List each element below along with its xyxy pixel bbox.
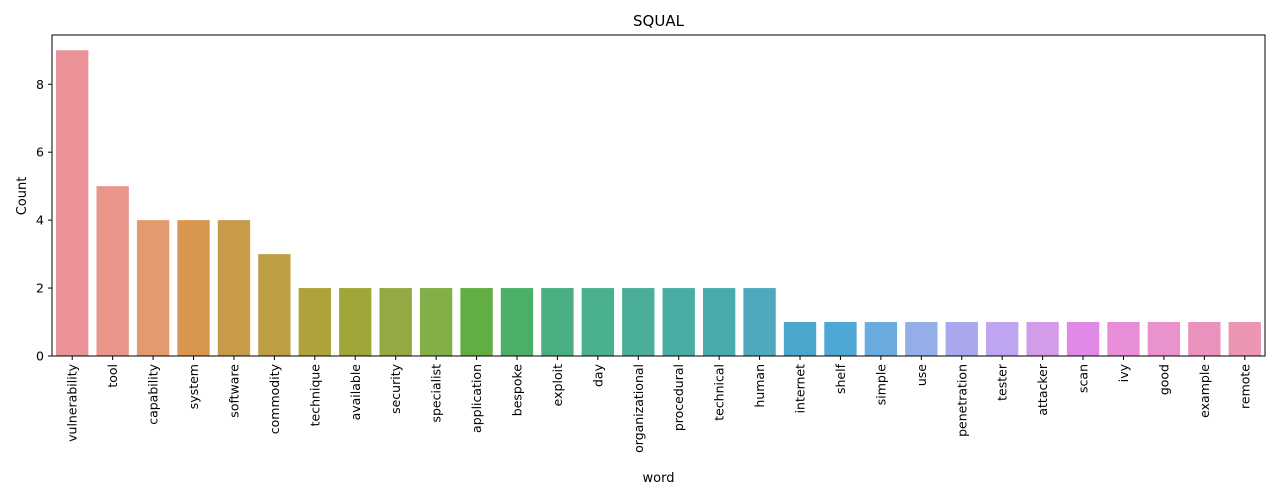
x-tick-label: application <box>469 364 484 433</box>
x-tick-label: commodity <box>267 363 282 434</box>
bar-available <box>339 288 372 356</box>
bar-exploit <box>541 288 574 356</box>
bar-procedural <box>662 288 695 356</box>
x-tick-label: tool <box>105 364 120 388</box>
x-tick-label: human <box>752 364 767 408</box>
x-tick-label: day <box>590 363 605 387</box>
bars-group <box>56 50 1261 356</box>
bar-use <box>905 322 938 356</box>
x-tick-label: tester <box>995 363 1010 401</box>
x-tick-label: specialist <box>429 364 444 423</box>
plot-frame <box>51 34 1266 357</box>
y-tick-label: 6 <box>36 145 44 160</box>
bar-technical <box>702 288 736 356</box>
x-tick-label: ivy <box>1116 363 1131 382</box>
x-tick-label: technique <box>307 364 322 427</box>
x-tick-label: internet <box>793 364 808 414</box>
bar-specialist <box>419 288 453 356</box>
bar-vulnerability <box>56 50 89 356</box>
x-tick-label: bespoke <box>509 364 524 417</box>
bar-technique <box>298 288 331 356</box>
y-axis-label: Count <box>15 177 30 216</box>
x-tick-label: example <box>1197 364 1212 418</box>
x-tick-label: technical <box>712 364 727 421</box>
x-tick-label: exploit <box>550 364 565 406</box>
y-tick-label: 4 <box>36 213 44 228</box>
bar-tester <box>986 322 1019 356</box>
x-tick-label: penetration <box>954 364 969 437</box>
bar-human <box>743 288 776 356</box>
bar-simple <box>864 322 898 356</box>
y-tick-label: 0 <box>36 349 44 364</box>
bar-commodity <box>258 254 291 356</box>
bar-good <box>1147 322 1181 356</box>
bar-penetration <box>945 322 978 356</box>
x-tick-label: security <box>388 363 403 414</box>
bar-shelf <box>824 322 857 356</box>
bar-internet <box>783 322 817 356</box>
x-axis-ticks: vulnerability tool capability system softwar… <box>65 356 1252 453</box>
y-tick-label: 2 <box>36 281 44 296</box>
chart-title: SQUAL <box>633 12 685 30</box>
bar-capability <box>136 220 170 356</box>
x-axis-label: word <box>643 471 675 486</box>
bar-security <box>379 288 412 356</box>
x-tick-label: organizational <box>631 364 646 453</box>
x-tick-label: vulnerability <box>65 363 80 441</box>
bar-day <box>581 288 615 356</box>
bar-scan <box>1066 322 1100 356</box>
x-tick-label: procedural <box>671 364 686 431</box>
x-tick-label: available <box>348 364 363 421</box>
x-tick-label: simple <box>873 364 888 406</box>
bar-attacker <box>1026 322 1059 356</box>
x-tick-label: attacker <box>1035 363 1050 415</box>
y-tick-label: 8 <box>36 77 44 92</box>
bar-system <box>177 220 210 356</box>
bar-bespoke <box>500 288 534 356</box>
x-tick-label: remote <box>1237 364 1252 409</box>
bar-software <box>217 220 251 356</box>
x-tick-label: software <box>226 364 241 418</box>
bar-remote <box>1228 322 1261 356</box>
x-tick-label: capability <box>146 363 161 424</box>
x-tick-label: use <box>914 364 929 386</box>
x-tick-label: good <box>1156 364 1171 395</box>
x-tick-label: system <box>186 364 201 409</box>
y-axis-ticks: 0 2 4 6 8 <box>36 77 52 364</box>
bar-ivy <box>1107 322 1140 356</box>
bar-example <box>1188 322 1221 356</box>
bar-tool <box>96 186 129 356</box>
x-tick-label: shelf <box>833 363 848 394</box>
x-tick-label: scan <box>1076 364 1091 393</box>
bar-application <box>460 288 493 356</box>
bar-organizational <box>622 288 655 356</box>
